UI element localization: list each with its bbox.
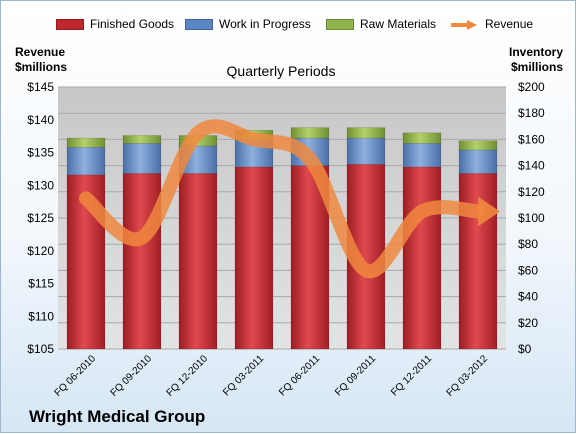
chart-subtitle: Quarterly Periods (226, 63, 336, 79)
right-tick-label: $100 (518, 211, 545, 225)
right-tick-label: $200 (518, 80, 545, 94)
right-tick-label: $160 (518, 132, 545, 146)
bar-work-in-progress (66, 146, 106, 176)
x-tick-label: FQ 06-2011 (277, 353, 322, 398)
bar-finished-goods (178, 173, 218, 350)
x-tick-label: FQ 12-2011 (389, 353, 434, 398)
legend-item-revenue: Revenue (449, 17, 533, 31)
legend-item-work-in-progress: Work in Progress (185, 17, 311, 31)
left-tick-label: $105 (27, 342, 54, 356)
legend-item-raw-materials: Raw Materials (326, 17, 436, 31)
left-tick-label: $125 (27, 211, 54, 225)
bar-raw-materials (458, 140, 498, 151)
right-axis-title-line1: Inventory (508, 45, 563, 59)
left-tick-label: $110 (28, 309, 54, 323)
left-tick-label: $140 (27, 113, 54, 127)
x-tick-label: FQ 03-2011 (221, 353, 266, 398)
left-tick-label: $130 (27, 178, 54, 192)
legend-label-raw-materials: Raw Materials (360, 17, 437, 31)
legend-label-revenue: Revenue (485, 17, 534, 31)
left-tick-label: $115 (28, 277, 54, 291)
right-tick-label: $180 (518, 106, 545, 120)
x-tick-label: FQ 03-2012 (445, 353, 491, 399)
revenue-line (79, 119, 485, 279)
right-tick-label: $140 (518, 159, 545, 173)
right-tick-label: $20 (518, 316, 538, 330)
legend-swatch-work-in-progress (185, 19, 213, 31)
bar-work-in-progress (402, 143, 442, 168)
left-axis-title-line1: Revenue (15, 45, 66, 59)
legend-item-finished-goods: Finished Goods (56, 17, 174, 31)
legend-label-work-in-progress: Work in Progress (219, 17, 311, 31)
legend-swatch-raw-materials (326, 19, 354, 31)
bar-work-in-progress (122, 143, 162, 174)
x-tick-label: FQ 09-2010 (109, 353, 155, 399)
legend-swatch-finished-goods (56, 19, 84, 31)
right-tick-label: $0 (518, 342, 532, 356)
right-axis-title: Inventory $millions (509, 45, 563, 75)
right-tick-label: $60 (518, 263, 538, 277)
bar-work-in-progress (346, 137, 386, 165)
bar-raw-materials (66, 137, 106, 148)
left-axis-title: Revenue $millions (15, 45, 67, 75)
revenue-arrowhead (478, 196, 500, 227)
left-tick-label: $120 (27, 244, 54, 258)
company-name: Wright Medical Group (29, 407, 206, 426)
x-tick-label: FQ 06-2010 (53, 353, 99, 399)
bar-raw-materials (122, 135, 162, 144)
right-tick-label: $120 (518, 185, 545, 199)
legend: Finished Goods Work in Progress Raw Mate… (1, 17, 576, 35)
right-tick-label: $80 (518, 237, 538, 251)
right-axis-title-line2: $millions (510, 60, 563, 74)
bar-finished-goods (122, 173, 162, 350)
legend-label-finished-goods: Finished Goods (90, 17, 175, 31)
bar-raw-materials (402, 132, 442, 144)
bar-finished-goods (234, 166, 274, 350)
x-tick-label: FQ 09-2011 (333, 353, 378, 398)
left-tick-label: $135 (27, 146, 54, 160)
bar-raw-materials (346, 127, 386, 139)
legend-arrow-icon (451, 19, 477, 30)
left-axis-title-line2: $millions (15, 60, 68, 74)
bar-work-in-progress (458, 149, 498, 174)
bar-finished-goods (402, 166, 442, 350)
x-tick-label: FQ 12-2010 (165, 353, 211, 399)
left-tick-label: $145 (27, 80, 54, 94)
right-tick-label: $40 (518, 290, 538, 304)
bar-raw-materials (290, 127, 330, 139)
